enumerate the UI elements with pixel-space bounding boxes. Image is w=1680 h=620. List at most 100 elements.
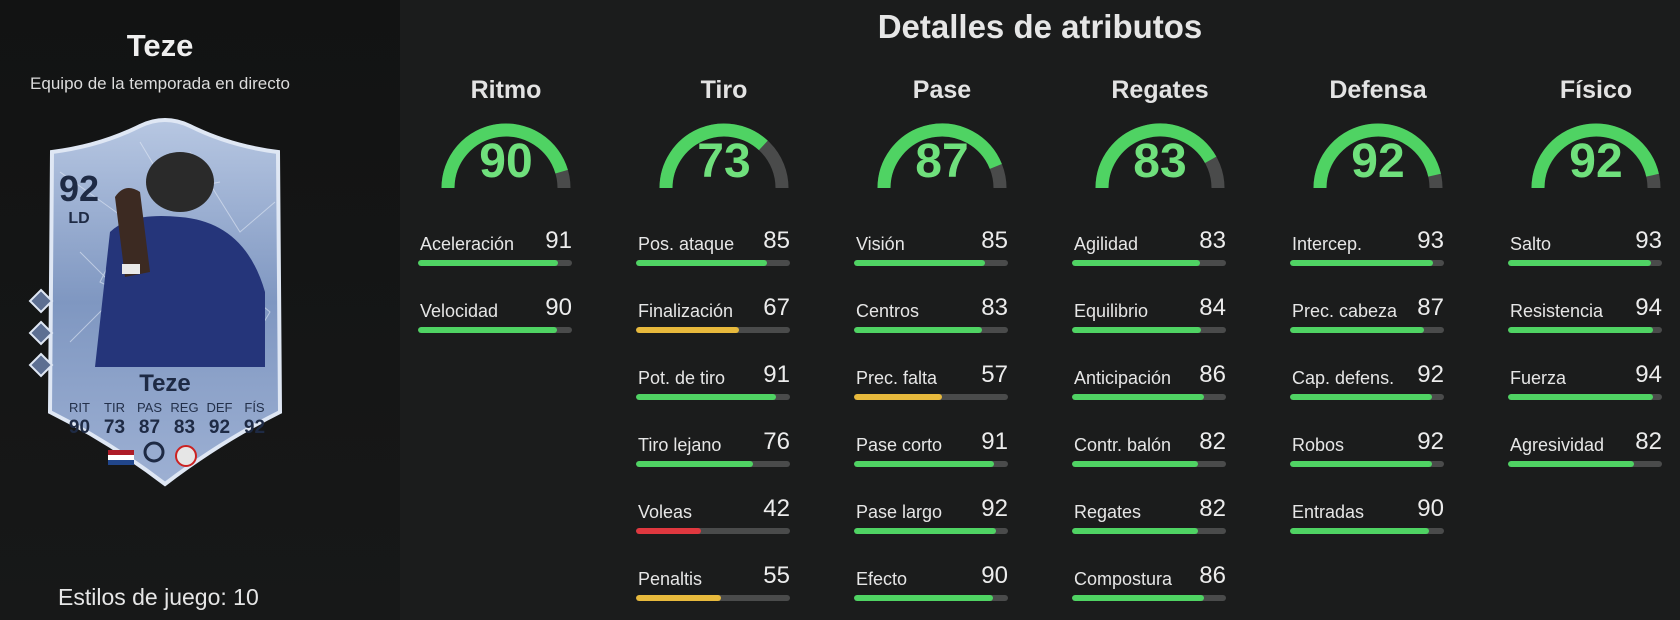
attribute-row[interactable]: Finalización 67 [636,289,790,337]
attribute-label: Penaltis [638,569,703,589]
player-panel: Teze Equipo de la temporada en directo [0,0,400,620]
attribute-value: 91 [981,428,1008,455]
attribute-row[interactable]: Robos 92 [1290,423,1444,471]
attribute-label: Pase corto [856,435,943,455]
attribute-bar-fill [1290,528,1429,534]
attribute-row[interactable]: Fuerza 94 [1508,356,1662,404]
attribute-value: 42 [763,495,790,522]
gauge-fill [1095,123,1217,189]
attribute-bar-fill [636,528,701,534]
card-stat-label: DEF [206,400,233,415]
attribute-row[interactable]: Cap. defens. 92 [1290,356,1444,404]
attribute-bar-fill [1072,394,1205,400]
attribute-row[interactable]: Pos. ataque 85 [636,222,790,270]
attribute-value: 93 [1417,227,1444,254]
attribute-row[interactable]: Pase corto 91 [854,423,1008,471]
card-background [47,118,283,487]
attribute-label: Centros [856,301,920,321]
category-value: 92 [1351,135,1405,188]
attribute-bar-fill [636,595,721,601]
attribute-row[interactable]: Resistencia 94 [1508,289,1662,337]
category-value: 83 [1133,135,1187,188]
attribute-value: 67 [763,294,790,321]
card-position: LD [68,210,90,227]
attribute-bar [1290,394,1444,400]
category-value: 87 [915,135,969,188]
attribute-row[interactable]: Efecto 90 [854,557,1008,605]
attribute-value: 85 [763,227,790,254]
attribute-row[interactable]: Voleas 42 [636,490,790,538]
attribute-row[interactable]: Prec. cabeza 87 [1290,289,1444,337]
attribute-label: Anticipación [1074,368,1172,388]
card-stat-value: 73 [103,417,126,438]
attribute-row[interactable]: Entradas 90 [1290,490,1444,538]
attribute-label: Pase largo [856,502,943,522]
category-gauge: 92 [1496,116,1680,196]
card-stat-values: 90 73 87 83 92 92 [62,417,272,439]
attribute-bar [636,327,790,333]
attribute-label: Finalización [638,301,734,321]
attribute-label: Equilibrio [1074,301,1149,321]
attribute-label: Agilidad [1074,234,1139,254]
attribute-bar-fill [636,327,740,333]
attribute-bar [636,260,790,266]
attribute-bar [1072,595,1226,601]
attribute-row[interactable]: Anticipación 86 [1072,356,1226,404]
attribute-row[interactable]: Penaltis 55 [636,557,790,605]
gauge-fill [441,123,568,189]
playstyle-icon-3[interactable] [28,352,54,378]
attribute-row[interactable]: Visión 85 [854,222,1008,270]
attribute-row[interactable]: Regates 82 [1072,490,1226,538]
playstyle-icon-2[interactable] [28,320,54,346]
attribute-bar [418,327,572,333]
playstyles-count[interactable]: Estilos de juego: 10 [58,584,259,610]
gauge-arc [1095,123,1225,189]
attribute-bar [1508,394,1662,400]
attribute-bar-fill [1290,327,1424,333]
attribute-label: Robos [1292,435,1345,455]
attribute-row[interactable]: Salto 93 [1508,222,1662,270]
attribute-row[interactable]: Agilidad 83 [1072,222,1226,270]
attribute-bar [636,461,790,467]
attribute-row[interactable]: Prec. falta 57 [854,356,1008,404]
attribute-row[interactable]: Tiro lejano 76 [636,423,790,471]
attribute-bar [854,394,1008,400]
attribute-bar-fill [1290,461,1432,467]
player-card[interactable]: 92 LD Teze RIT TIR PAS REG DEF FÍS 90 73… [28,112,290,492]
attribute-row[interactable]: Pase largo 92 [854,490,1008,538]
attribute-row[interactable]: Velocidad 90 [418,289,572,337]
category-defensa: Defensa 92 Intercep. 93 Prec. cabeza 87 Cap. d… [1278,76,1478,534]
card-stat-label: PAS [136,400,163,415]
playstyle-icon-1[interactable] [28,288,54,314]
attribute-row[interactable]: Pot. de tiro 91 [636,356,790,404]
attribute-value: 76 [763,428,790,455]
attribute-row[interactable]: Intercep. 93 [1290,222,1444,270]
attribute-label: Fuerza [1510,368,1567,388]
attribute-row[interactable]: Aceleración 91 [418,222,572,270]
attribute-bar-fill [1508,394,1653,400]
attribute-bar [1290,327,1444,333]
attribute-row[interactable]: Centros 83 [854,289,1008,337]
attribute-label: Tiro lejano [638,435,722,455]
attribute-value: 91 [545,227,572,254]
attribute-row[interactable]: Agresividad 82 [1508,423,1662,471]
attribute-bar [854,260,1008,266]
attribute-bar-fill [1508,327,1653,333]
category-value: 92 [1569,135,1623,188]
attribute-value: 90 [981,562,1008,589]
attribute-bar-fill [636,260,767,266]
category-name: Regates [1111,76,1209,104]
attribute-row[interactable]: Contr. balón 82 [1072,423,1226,471]
attribute-label: Compostura [1074,569,1173,589]
category-value: 73 [697,135,751,188]
attribute-bar [1072,461,1226,467]
attribute-bar [1508,461,1662,467]
attribute-bar-fill [1072,327,1202,333]
category-value: 90 [479,135,533,188]
card-stat-value: 92 [208,417,231,438]
gauge-fill [1313,123,1441,189]
attribute-bar-fill [854,461,995,467]
attribute-row[interactable]: Compostura 86 [1072,557,1226,605]
attribute-label: Resistencia [1510,301,1604,321]
attribute-row[interactable]: Equilibrio 84 [1072,289,1226,337]
